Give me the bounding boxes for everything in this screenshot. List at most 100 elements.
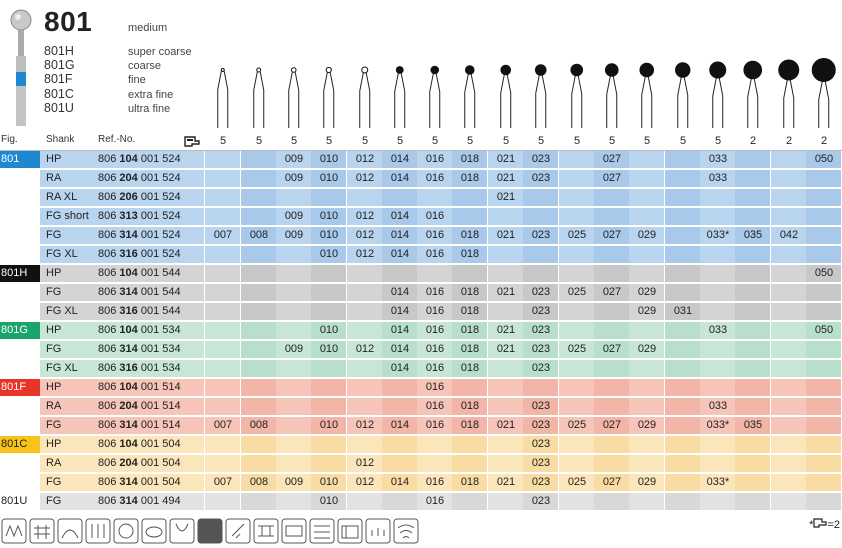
shank-type: RA bbox=[46, 400, 62, 412]
size-value: 023 bbox=[531, 172, 551, 184]
row-info-cell bbox=[40, 360, 205, 377]
size-cell bbox=[665, 455, 701, 472]
variant-codes: 801H 801G 801F 801C 801U bbox=[44, 44, 75, 115]
size-cell bbox=[205, 398, 241, 415]
size-cell bbox=[205, 208, 241, 225]
size-cell bbox=[771, 246, 807, 263]
size-value: 023 bbox=[531, 305, 551, 317]
pack-quantity: 5 bbox=[714, 135, 722, 147]
size-value: 018 bbox=[460, 153, 480, 165]
size-value: 021 bbox=[496, 476, 516, 488]
size-cell bbox=[700, 265, 736, 282]
pack-quantity: 5 bbox=[537, 135, 545, 147]
size-cell bbox=[311, 322, 347, 339]
size-cell bbox=[665, 322, 701, 339]
size-cell bbox=[559, 379, 595, 396]
ref-number: 806 313 001 524 bbox=[98, 210, 181, 222]
table-row: FG XL 806 316 001 534 014 016 018 023 bbox=[0, 360, 842, 378]
size-cell bbox=[241, 436, 277, 453]
size-cell bbox=[629, 436, 665, 453]
size-cell bbox=[700, 208, 736, 225]
size-value: 018 bbox=[460, 324, 480, 336]
size-cell bbox=[452, 189, 488, 206]
size-value: 021 bbox=[496, 343, 516, 355]
size-cell bbox=[523, 322, 559, 339]
size-cell bbox=[594, 493, 630, 510]
ref-number: 806 314 001 514 bbox=[98, 419, 181, 431]
size-cell bbox=[594, 360, 630, 377]
size-cell bbox=[523, 189, 559, 206]
size-cell bbox=[735, 246, 771, 263]
size-value: 029 bbox=[637, 229, 657, 241]
size-cell bbox=[771, 284, 807, 301]
size-value: 021 bbox=[496, 172, 516, 184]
size-cell bbox=[523, 455, 559, 472]
row-info-cell bbox=[40, 341, 205, 358]
size-cell bbox=[559, 246, 595, 263]
size-cell bbox=[771, 417, 807, 434]
size-cell bbox=[594, 246, 630, 263]
size-cell bbox=[665, 379, 701, 396]
size-cell bbox=[665, 417, 701, 434]
size-value: 027 bbox=[602, 343, 622, 355]
row-info-cell bbox=[40, 474, 205, 491]
size-cell bbox=[771, 265, 807, 282]
size-cell bbox=[629, 246, 665, 263]
row-info-cell bbox=[40, 246, 205, 263]
size-cell bbox=[452, 303, 488, 320]
size-cell bbox=[559, 455, 595, 472]
size-cell bbox=[523, 379, 559, 396]
ref-number: 806 104 001 524 bbox=[98, 153, 181, 165]
size-cell bbox=[205, 474, 241, 491]
size-cell bbox=[276, 265, 312, 282]
row-info-cell bbox=[40, 322, 205, 339]
size-value: 007 bbox=[213, 419, 233, 431]
size-cell bbox=[347, 322, 383, 339]
size-cell bbox=[735, 360, 771, 377]
size-cell bbox=[523, 398, 559, 415]
size-value: 009 bbox=[284, 476, 304, 488]
size-value: 023 bbox=[531, 476, 551, 488]
row-info-cell bbox=[40, 455, 205, 472]
table-row: FG 806 314 001 514 007 008 010 012 014 016 018 02… bbox=[0, 417, 842, 435]
size-value: 014 bbox=[390, 286, 410, 298]
ref-number: 806 314 001 544 bbox=[98, 286, 181, 298]
ref-number: 806 104 001 534 bbox=[98, 324, 181, 336]
size-value: 033 bbox=[708, 400, 728, 412]
size-value: 014 bbox=[390, 343, 410, 355]
bur-size-icon bbox=[743, 60, 763, 128]
size-cell bbox=[205, 360, 241, 377]
size-value: 014 bbox=[390, 476, 410, 488]
size-cell bbox=[771, 322, 807, 339]
size-cell bbox=[523, 151, 559, 168]
size-cell bbox=[700, 189, 736, 206]
size-value: 009 bbox=[284, 210, 304, 222]
size-cell bbox=[205, 265, 241, 282]
row-info-cell bbox=[40, 284, 205, 301]
size-cell bbox=[523, 417, 559, 434]
size-cell bbox=[594, 303, 630, 320]
size-cell bbox=[488, 208, 524, 225]
ref-number: 806 314 001 524 bbox=[98, 229, 181, 241]
size-value: 012 bbox=[355, 343, 375, 355]
pack-quantity: 5 bbox=[325, 135, 333, 147]
size-cell bbox=[452, 379, 488, 396]
size-value: 027 bbox=[602, 286, 622, 298]
bur-size-icon bbox=[288, 67, 300, 128]
row-info-cell bbox=[40, 303, 205, 320]
size-value: 010 bbox=[319, 210, 339, 222]
size-cell bbox=[771, 379, 807, 396]
pack-quantity: 5 bbox=[608, 135, 616, 147]
size-cell bbox=[311, 208, 347, 225]
size-cell bbox=[241, 151, 277, 168]
size-value: 025 bbox=[567, 476, 587, 488]
size-value: 016 bbox=[425, 324, 445, 336]
row-info-cell bbox=[40, 208, 205, 225]
size-cell bbox=[311, 379, 347, 396]
size-value: 018 bbox=[460, 476, 480, 488]
header-divider bbox=[0, 150, 842, 151]
shank-type: FG XL bbox=[46, 362, 78, 374]
size-value: 012 bbox=[355, 153, 375, 165]
size-cell bbox=[629, 474, 665, 491]
size-cell bbox=[559, 398, 595, 415]
